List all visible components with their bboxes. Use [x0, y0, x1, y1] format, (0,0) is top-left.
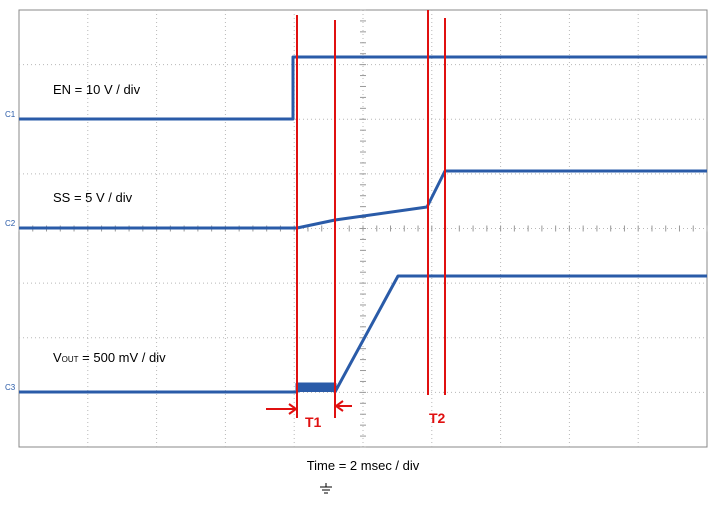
arrow [334, 400, 352, 412]
vout-subscript: OUT [62, 355, 79, 364]
t1-label: T1 [305, 414, 322, 430]
ground-symbol [320, 483, 332, 494]
arrow [266, 403, 298, 415]
vout-symbol: V [53, 350, 62, 365]
en-label: EN = 10 V / div [53, 82, 141, 97]
channel-marker: C2 [5, 219, 16, 228]
vout-label: VOUT = 500 mV / div [53, 350, 166, 365]
ss-label: SS = 5 V / div [53, 190, 133, 205]
ss-trace [19, 169, 707, 230]
channel-marker: C3 [5, 383, 16, 392]
vout-rest: = 500 mV / div [79, 350, 167, 365]
en-trace [19, 55, 707, 121]
timebase: Time = 2 msec / div [307, 458, 420, 473]
t2-label: T2 [429, 410, 446, 426]
vout-ripple [298, 384, 335, 392]
channel-marker: C1 [5, 110, 16, 119]
